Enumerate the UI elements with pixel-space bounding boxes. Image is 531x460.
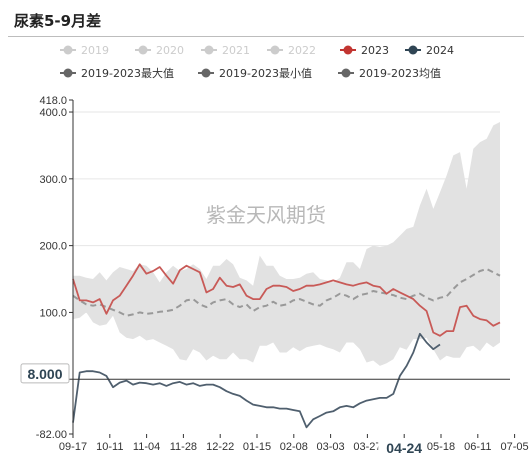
legend-label-9: 2019-2023均值 xyxy=(359,67,441,80)
legend-marker-9 xyxy=(341,68,351,78)
x-tick-label-9: 03-27 xyxy=(353,441,381,453)
legend-label-8: 2019-2023最小值 xyxy=(219,67,312,80)
x-tick-label-5: 12-22 xyxy=(206,441,234,453)
legend-item-1[interactable]: 2019 xyxy=(60,44,109,57)
x-tick-label-13: 07-05 xyxy=(501,441,529,453)
watermark-text: 紫金天风期货 xyxy=(206,203,326,227)
x-tick-label-1: 09-17 xyxy=(59,441,87,453)
series-line-2024 xyxy=(72,332,441,429)
legend-label-4: 2022 xyxy=(288,44,316,57)
legend-item-6[interactable]: 2024 xyxy=(405,44,454,57)
legend-marker-8 xyxy=(201,68,211,78)
chart-title: 尿素5-9月差 xyxy=(14,12,102,30)
legend-marker-4 xyxy=(270,45,280,55)
max-min-band xyxy=(73,122,500,366)
legend-label-5: 2023 xyxy=(361,44,389,57)
y-tick-label-7: -82.00 xyxy=(36,429,67,441)
legend-label-6: 2024 xyxy=(426,44,454,57)
y-tick-label-5: 100.0 xyxy=(39,307,67,319)
legend-marker-7 xyxy=(63,68,73,78)
legend-label-7: 2019-2023最大值 xyxy=(81,66,174,80)
y-tick-label-2: 400.0 xyxy=(39,107,67,119)
x-tick-label-4: 11-28 xyxy=(170,441,197,453)
legend-item-9[interactable]: 2019-2023均值 xyxy=(338,67,441,80)
x-tick-label-2: 10-11 xyxy=(96,441,123,453)
x-pointer-label: 04-24 xyxy=(386,440,422,456)
legend-marker-3 xyxy=(204,45,214,55)
y-pointer-box xyxy=(20,363,70,384)
series-line-2023 xyxy=(72,263,501,337)
series-line-mean xyxy=(72,268,501,317)
x-tick-label-6: 01-15 xyxy=(243,441,271,453)
x-tick-label-3: 11-04 xyxy=(133,441,160,453)
legend-marker-1 xyxy=(63,45,73,55)
y-tick-label-4: 200.0 xyxy=(39,241,67,253)
watermark: 紫金天风期货 xyxy=(206,203,326,227)
legend-item-3[interactable]: 2021 xyxy=(201,44,250,57)
series-band-max-min xyxy=(73,122,500,366)
legend: 2019 2020 2021 2022 2023 2024 2019-2023最大值 2019… xyxy=(60,44,454,80)
legend-item-8[interactable]: 2019-2023最小值 xyxy=(198,67,312,80)
y-pointer-label: 8.000 xyxy=(27,366,62,382)
title-divider xyxy=(8,36,524,37)
x-tick-label-12: 06-11 xyxy=(464,441,491,453)
y-tick-label-1: 418.0 xyxy=(39,95,67,107)
axes: 418.0400.0300.0200.0100.00.000-82.008.00… xyxy=(20,95,529,458)
series-lines xyxy=(72,263,501,429)
legend-item-2[interactable]: 2020 xyxy=(135,44,184,57)
x-tick-label-7: 02-08 xyxy=(280,441,308,453)
x-pointer-box xyxy=(378,438,431,458)
legend-label-3: 2021 xyxy=(222,44,250,57)
x-tick-label-8: 03-03 xyxy=(317,441,345,453)
y-tick-label-3: 300.0 xyxy=(39,174,67,186)
legend-label-2: 2020 xyxy=(156,44,184,57)
legend-marker-5 xyxy=(343,45,353,55)
legend-item-7[interactable]: 2019-2023最大值 xyxy=(60,66,174,80)
legend-item-4[interactable]: 2022 xyxy=(267,44,316,57)
legend-label-1: 2019 xyxy=(81,44,109,57)
legend-marker-2 xyxy=(138,45,148,55)
legend-marker-6 xyxy=(408,45,418,55)
x-tick-label-11: 05-18 xyxy=(427,441,455,453)
legend-item-5[interactable]: 2023 xyxy=(340,44,389,57)
